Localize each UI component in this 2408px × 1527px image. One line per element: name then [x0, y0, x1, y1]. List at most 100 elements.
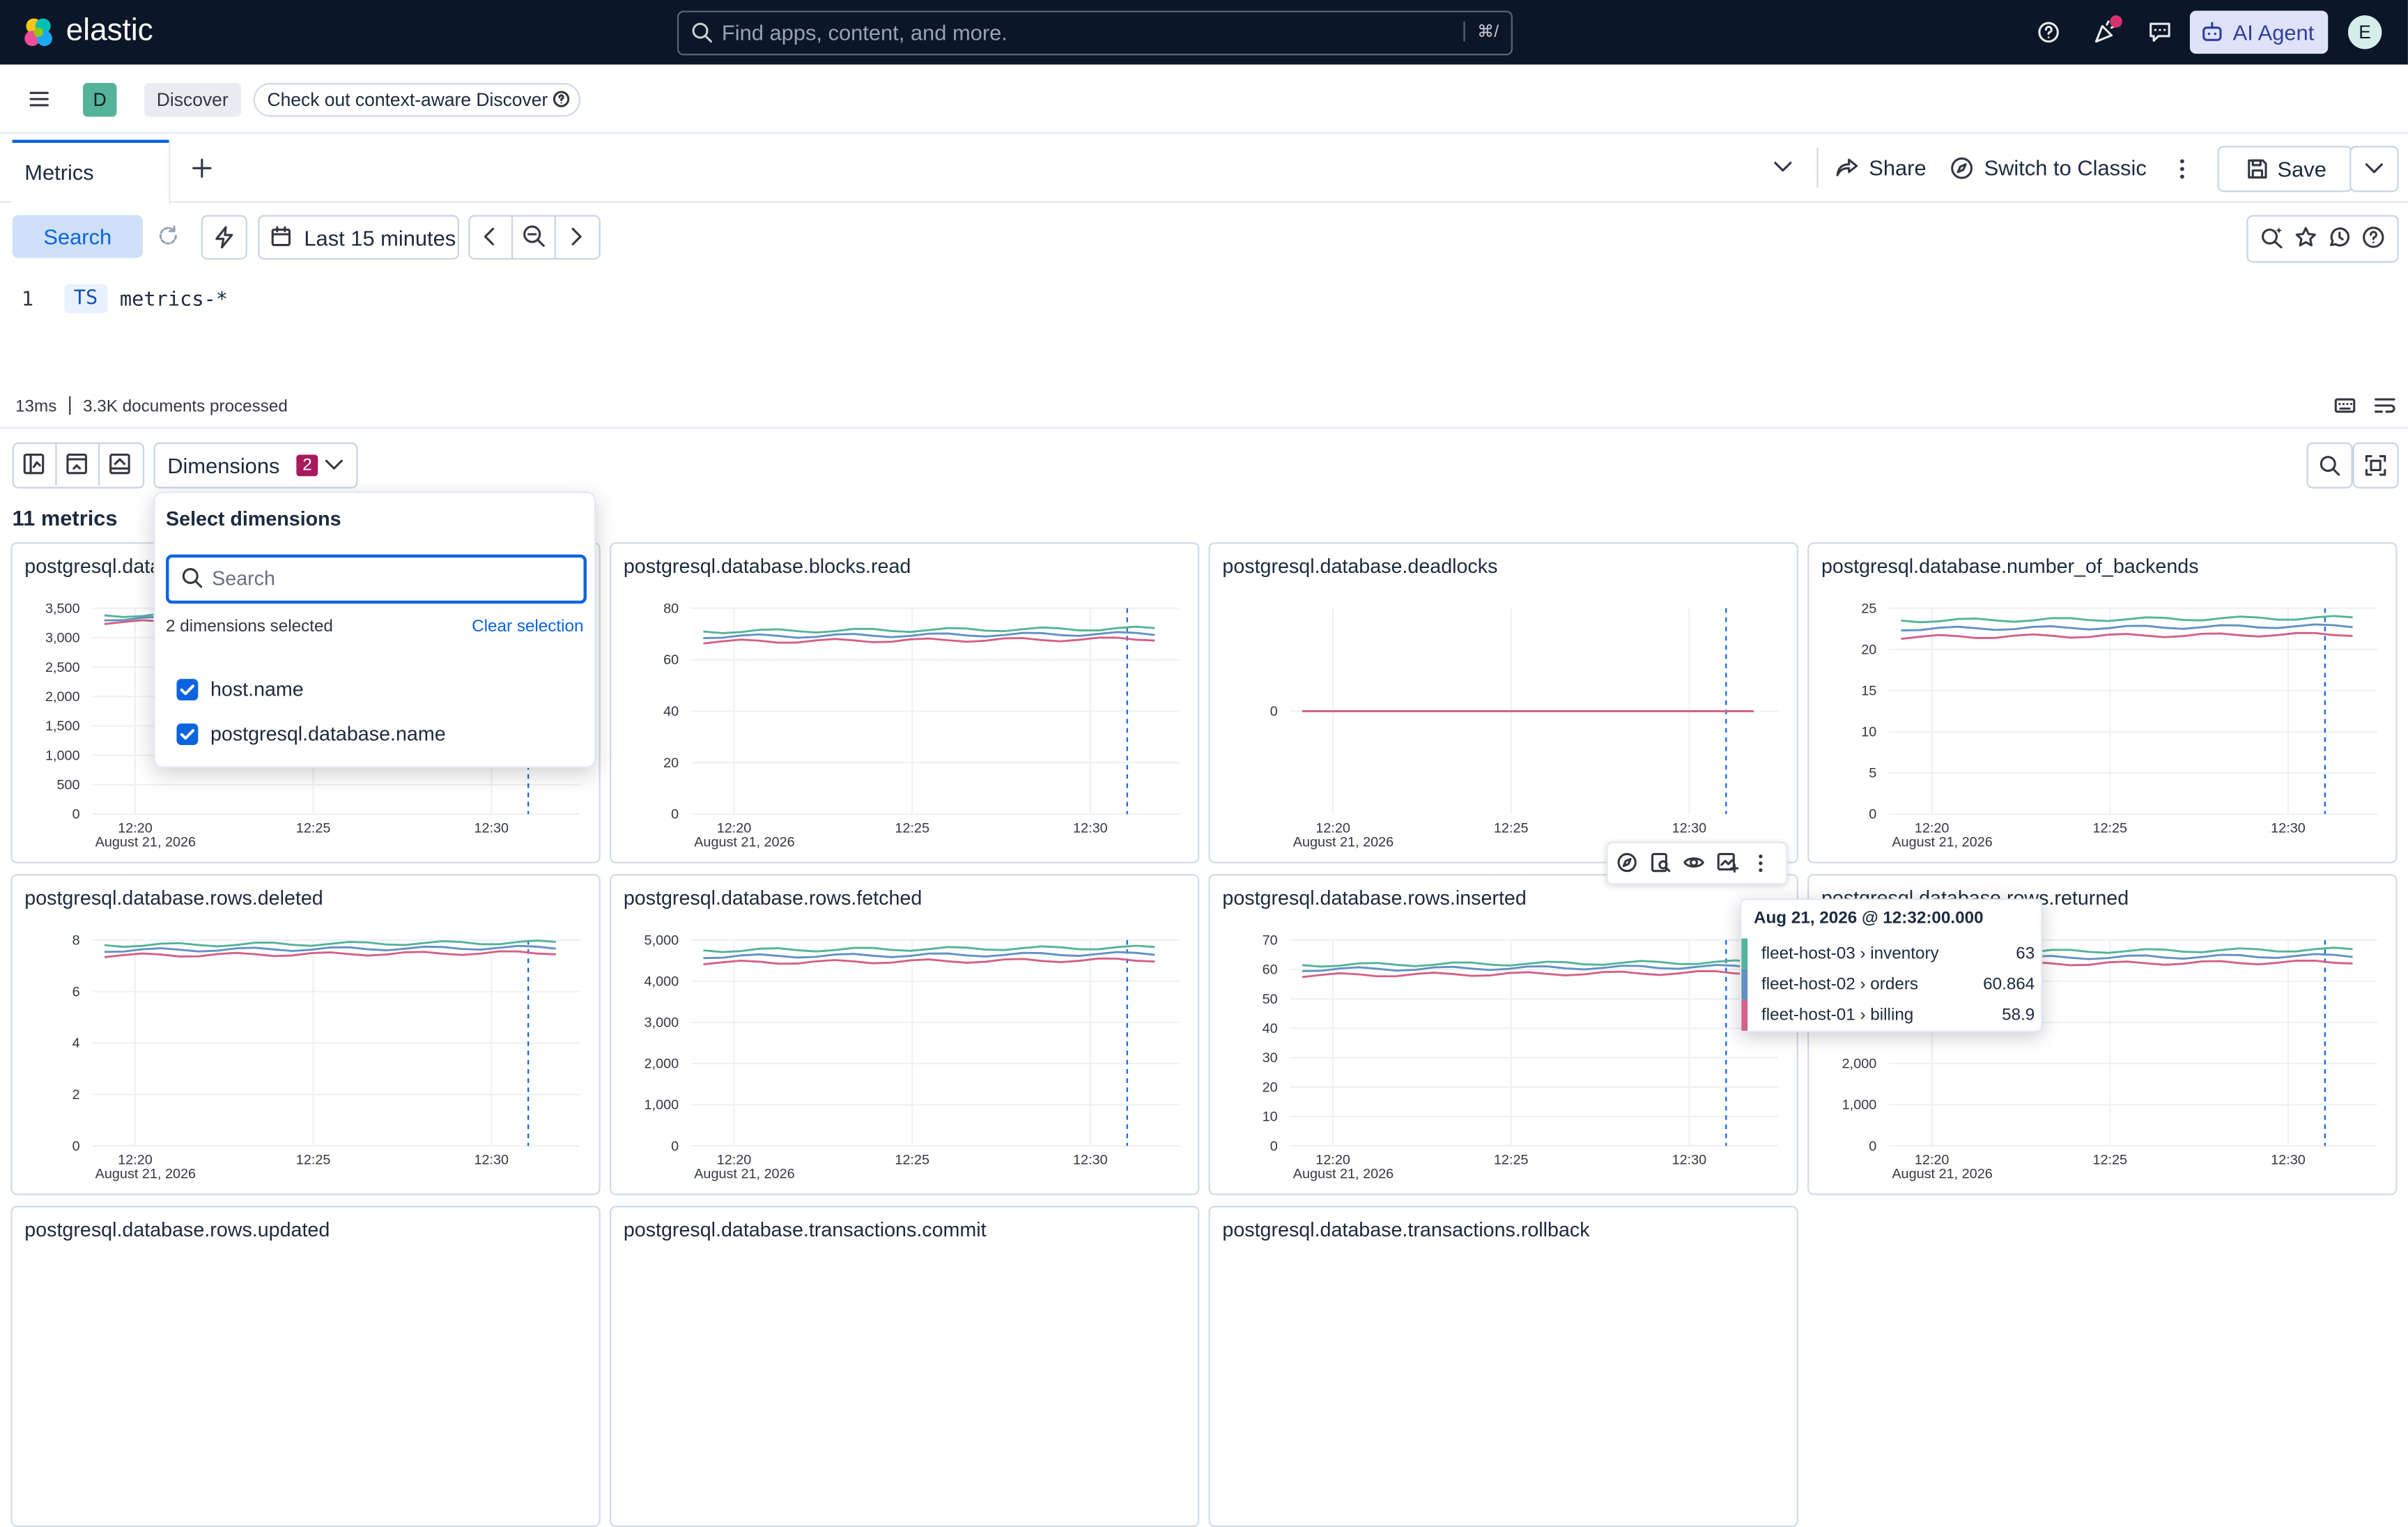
- series-line: [703, 951, 1155, 960]
- star-icon[interactable]: [2294, 226, 2317, 249]
- x-tick-label: 12:25: [2092, 1153, 2127, 1168]
- dimensions-search-input[interactable]: Search: [166, 554, 587, 604]
- metric-card[interactable]: postgresql.database.rows.inserted 70 60 50 4…: [1208, 874, 1798, 1195]
- y-tick-label: 0: [671, 807, 679, 822]
- clear-selection-link[interactable]: Clear selection: [472, 617, 584, 636]
- explore-icon[interactable]: [1617, 852, 1637, 873]
- y-tick-label: 5: [1869, 766, 1876, 781]
- add-tab-icon[interactable]: [192, 158, 213, 178]
- help-icon[interactable]: [2038, 22, 2060, 43]
- add-to-dashboard-icon[interactable]: [1717, 852, 1738, 873]
- tab-metrics-label: Metrics: [24, 160, 94, 185]
- keyboard-icon[interactable]: [2334, 397, 2356, 415]
- series-line: [1901, 615, 2353, 624]
- save-icon: [2248, 159, 2267, 179]
- metric-chart[interactable]: 25 20 15 10 5 0 12:20 12:25 12:30 August 21, 2026: [1809, 544, 2395, 861]
- metric-chart[interactable]: 0 12:20 12:25 12:30 August 21, 2026: [1210, 544, 1797, 861]
- table-view-icon[interactable]: [23, 453, 45, 475]
- metric-chart[interactable]: 80 60 40 20 0 12:20 12:25 12:30 August 21, 2026: [611, 544, 1198, 861]
- dimensions-button[interactable]: Dimensions 2: [153, 442, 358, 489]
- tooltip-series-label: fleet-host-01 › billing: [1761, 1006, 1914, 1025]
- metric-card[interactable]: postgresql.database.rows.updated: [10, 1206, 601, 1527]
- dimension-label: postgresql.database.name: [210, 721, 446, 745]
- divider: [511, 215, 514, 259]
- context-aware-badge[interactable]: Check out context-aware Discover: [253, 83, 580, 117]
- next-time-icon[interactable]: [568, 226, 583, 247]
- x-tick-label: 12:30: [2271, 821, 2306, 836]
- collapse-icon[interactable]: [66, 453, 88, 475]
- documents-processed: 3.3K documents processed: [83, 397, 288, 417]
- metric-card[interactable]: postgresql.database.deadlocks 0 12:20 12:25…: [1208, 542, 1798, 864]
- elastic-logo[interactable]: [22, 15, 55, 49]
- y-tick-label: 0: [1270, 1139, 1278, 1154]
- metric-card[interactable]: postgresql.database.rows.deleted 8 6 4 2 0 12:…: [10, 874, 601, 1195]
- query-source: metrics-*: [119, 289, 229, 312]
- y-tick-label: 60: [1263, 962, 1278, 978]
- tabs-menu-chevron-icon[interactable]: [1772, 160, 1793, 175]
- news-badge: [2110, 15, 2122, 28]
- y-tick-label: 10: [1263, 1110, 1278, 1125]
- ai-assist-icon[interactable]: [2260, 226, 2283, 249]
- chart-view-icon[interactable]: [109, 453, 130, 475]
- series-line: [703, 957, 1155, 966]
- tab-metrics[interactable]: Metrics: [12, 139, 169, 205]
- history-icon[interactable]: [2328, 226, 2351, 249]
- fullscreen-button[interactable]: [2352, 442, 2399, 489]
- series-line: [703, 636, 1155, 645]
- more-options-icon[interactable]: [2177, 157, 2186, 181]
- y-tick-label: 0: [1869, 1139, 1876, 1154]
- y-tick-label: 50: [1263, 992, 1278, 1007]
- divider: [0, 427, 2408, 429]
- metric-chart[interactable]: 8 6 4 2 0 12:20 12:25 12:30 August 21, 2026: [13, 875, 599, 1193]
- metric-chart[interactable]: 5,000 4,000 3,000 2,000 1,000 0 12:20 12:25 12:3…: [611, 875, 1198, 1193]
- checkbox-checked[interactable]: [176, 723, 199, 745]
- share-icon: [1836, 158, 1858, 176]
- space-avatar[interactable]: D: [83, 83, 117, 117]
- save-button[interactable]: Save: [2217, 146, 2353, 192]
- metric-title: postgresql.database.transactions.rollbac…: [1222, 1218, 1590, 1241]
- refresh-icon[interactable]: [157, 224, 180, 247]
- menu-icon[interactable]: [29, 91, 49, 107]
- y-tick-label: 6: [72, 984, 80, 999]
- divider: [1816, 147, 1819, 187]
- ai-agent-button[interactable]: AI Agent: [2189, 10, 2329, 54]
- more-options-icon[interactable]: [1757, 852, 1764, 874]
- tooltip-title: Aug 21, 2026 @ 12:32:00.000: [1753, 909, 1984, 928]
- chart-tooltip: Aug 21, 2026 @ 12:32:00.000 fleet-host-0…: [1740, 898, 2043, 1033]
- chat-icon[interactable]: [2148, 22, 2171, 43]
- y-tick-label: 2,500: [45, 660, 80, 675]
- editor-help-icon[interactable]: [2362, 226, 2385, 249]
- x-tick-label: 12:25: [895, 1153, 929, 1168]
- series-line: [703, 631, 1155, 639]
- search-button[interactable]: Search: [12, 215, 143, 259]
- quick-actions-button[interactable]: [201, 215, 247, 260]
- save-options-button[interactable]: [2349, 146, 2399, 192]
- metrics-search-button[interactable]: [2306, 442, 2353, 489]
- y-tick-label: 70: [1263, 933, 1278, 948]
- metric-card[interactable]: postgresql.database.transactions.commit: [609, 1206, 1200, 1527]
- metric-card[interactable]: postgresql.database.rows.fetched 5,000 4,0…: [609, 874, 1200, 1195]
- x-tick-label: 12:25: [296, 821, 331, 836]
- metric-card[interactable]: postgresql.database.number_of_backends 25…: [1807, 542, 2398, 864]
- tooltip-row: fleet-host-01 › billing 58.9: [1741, 999, 2041, 1031]
- user-avatar[interactable]: E: [2347, 15, 2382, 49]
- previous-time-icon[interactable]: [482, 226, 497, 247]
- eye-icon[interactable]: [1683, 852, 1705, 873]
- checkbox-checked[interactable]: [176, 679, 199, 701]
- y-tick-label: 8: [72, 933, 80, 948]
- series-swatch: [1741, 969, 1748, 1000]
- series-line: [1302, 964, 1754, 972]
- metric-card[interactable]: postgresql.database.blocks.read 80 60 40 20 0…: [609, 542, 1200, 864]
- zoom-out-icon[interactable]: [522, 224, 545, 247]
- breadcrumb-discover[interactable]: Discover: [144, 83, 241, 117]
- global-search[interactable]: Find apps, content, and more. ⌘/: [677, 10, 1513, 56]
- dimensions-search-placeholder: Search: [212, 567, 275, 590]
- metric-card[interactable]: postgresql.database.transactions.rollbac…: [1208, 1206, 1798, 1527]
- time-picker-button[interactable]: Last 15 minutes: [258, 215, 459, 260]
- inspect-icon[interactable]: [1651, 852, 1671, 873]
- esql-editor[interactable]: 1 TS metrics-*: [0, 277, 2408, 384]
- metric-chart[interactable]: 70 60 50 40 30 20 10 0 12:20 12:25 12:30 August 21,…: [1210, 875, 1797, 1193]
- x-tick-label: 12:25: [296, 1153, 331, 1168]
- series-line: [1302, 959, 1754, 968]
- wrap-text-icon[interactable]: [2374, 397, 2395, 415]
